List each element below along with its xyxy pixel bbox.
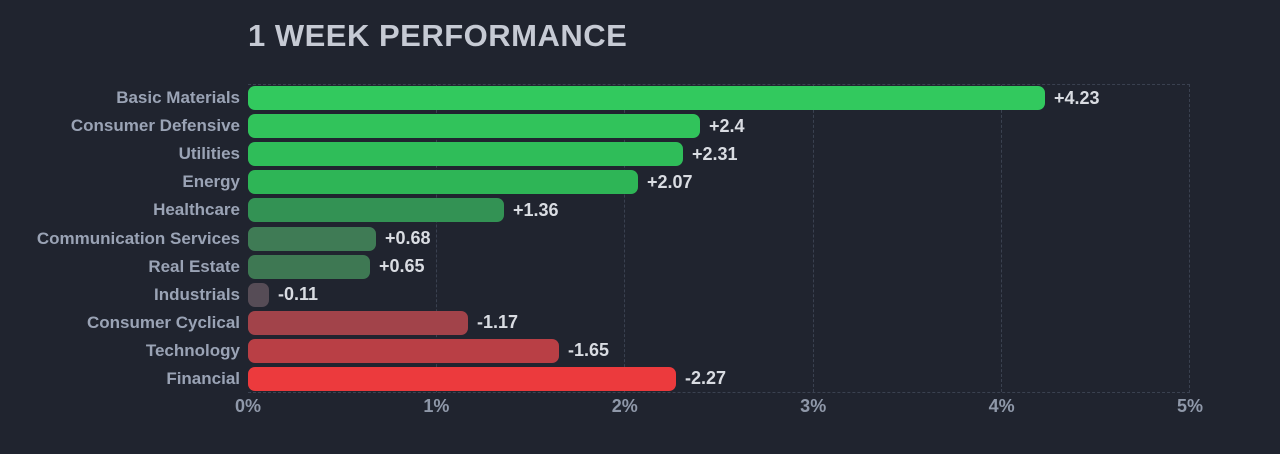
- x-tick: 0%: [234, 396, 262, 416]
- bar-value: +2.31: [692, 143, 738, 164]
- bar-value: -2.27: [685, 368, 727, 389]
- bar-label: Basic Materials: [116, 88, 240, 108]
- x-tick: 3%: [800, 396, 827, 416]
- bar-label: Communication Services: [36, 228, 240, 248]
- bar-value: +1.36: [513, 199, 559, 220]
- bar-value: +2.4: [709, 115, 745, 136]
- gridline-2pct: [624, 85, 626, 392]
- bar-label: Consumer Defensive: [70, 116, 240, 136]
- bar[interactable]: [248, 254, 370, 279]
- bar-row: Utilities +2.31: [0, 140, 1280, 168]
- bar[interactable]: [248, 366, 676, 391]
- bar-label: Utilities: [178, 144, 240, 164]
- bar-row: Communication Services +0.68: [0, 224, 1280, 252]
- bar-row: Consumer Cyclical -1.17: [0, 309, 1280, 337]
- bar[interactable]: [248, 338, 559, 363]
- bar[interactable]: [248, 198, 504, 223]
- bar-label: Technology: [145, 340, 240, 360]
- bar-value: -1.17: [477, 312, 519, 333]
- bar-row: Basic Materials +4.23: [0, 84, 1280, 112]
- bar-value: -1.65: [568, 340, 610, 361]
- bar-label: Financial: [166, 368, 240, 388]
- bar-row: Consumer Defensive +2.4: [0, 112, 1280, 140]
- bar-label: Consumer Cyclical: [86, 312, 240, 332]
- x-tick: 1%: [423, 396, 450, 416]
- gridline-1pct: [436, 85, 438, 392]
- x-axis: 0% 1% 2% 3% 4% 5%: [0, 396, 1280, 420]
- bar-label: Industrials: [154, 284, 240, 304]
- bar[interactable]: [248, 86, 1045, 111]
- gridline-3pct: [812, 85, 814, 392]
- bar-row: Technology -1.65: [0, 337, 1280, 365]
- bar-value: +0.68: [385, 228, 431, 249]
- bar-row: Energy +2.07: [0, 168, 1280, 196]
- bar-row: Healthcare +1.36: [0, 196, 1280, 224]
- bar[interactable]: [248, 310, 468, 335]
- bar-value: +0.65: [379, 256, 425, 277]
- bar[interactable]: [248, 226, 376, 251]
- bar-value: +4.23: [1054, 87, 1100, 108]
- bar-label: Energy: [182, 172, 240, 192]
- x-tick: 4%: [988, 396, 1015, 416]
- bar[interactable]: [248, 170, 638, 195]
- bar-rows: Basic Materials +4.23 Consumer Defensive +2…: [0, 84, 1280, 393]
- x-tick: 2%: [611, 396, 638, 416]
- bar[interactable]: [248, 114, 700, 139]
- bar-row: Real Estate +0.65: [0, 253, 1280, 281]
- bar-row: Industrials -0.11: [0, 281, 1280, 309]
- chart-title: 1 WEEK PERFORMANCE: [248, 18, 628, 53]
- bar-value: -0.11: [278, 284, 319, 305]
- bar-row: Financial -2.27: [0, 365, 1280, 393]
- bar-value: +2.07: [647, 171, 693, 192]
- bar[interactable]: [248, 142, 683, 167]
- x-tick: 5%: [1176, 396, 1204, 416]
- bar-label: Healthcare: [153, 200, 240, 220]
- bar-label: Real Estate: [148, 256, 240, 276]
- plot-area: [248, 84, 1190, 393]
- gridline-4pct: [1000, 85, 1002, 392]
- bar[interactable]: [248, 282, 269, 307]
